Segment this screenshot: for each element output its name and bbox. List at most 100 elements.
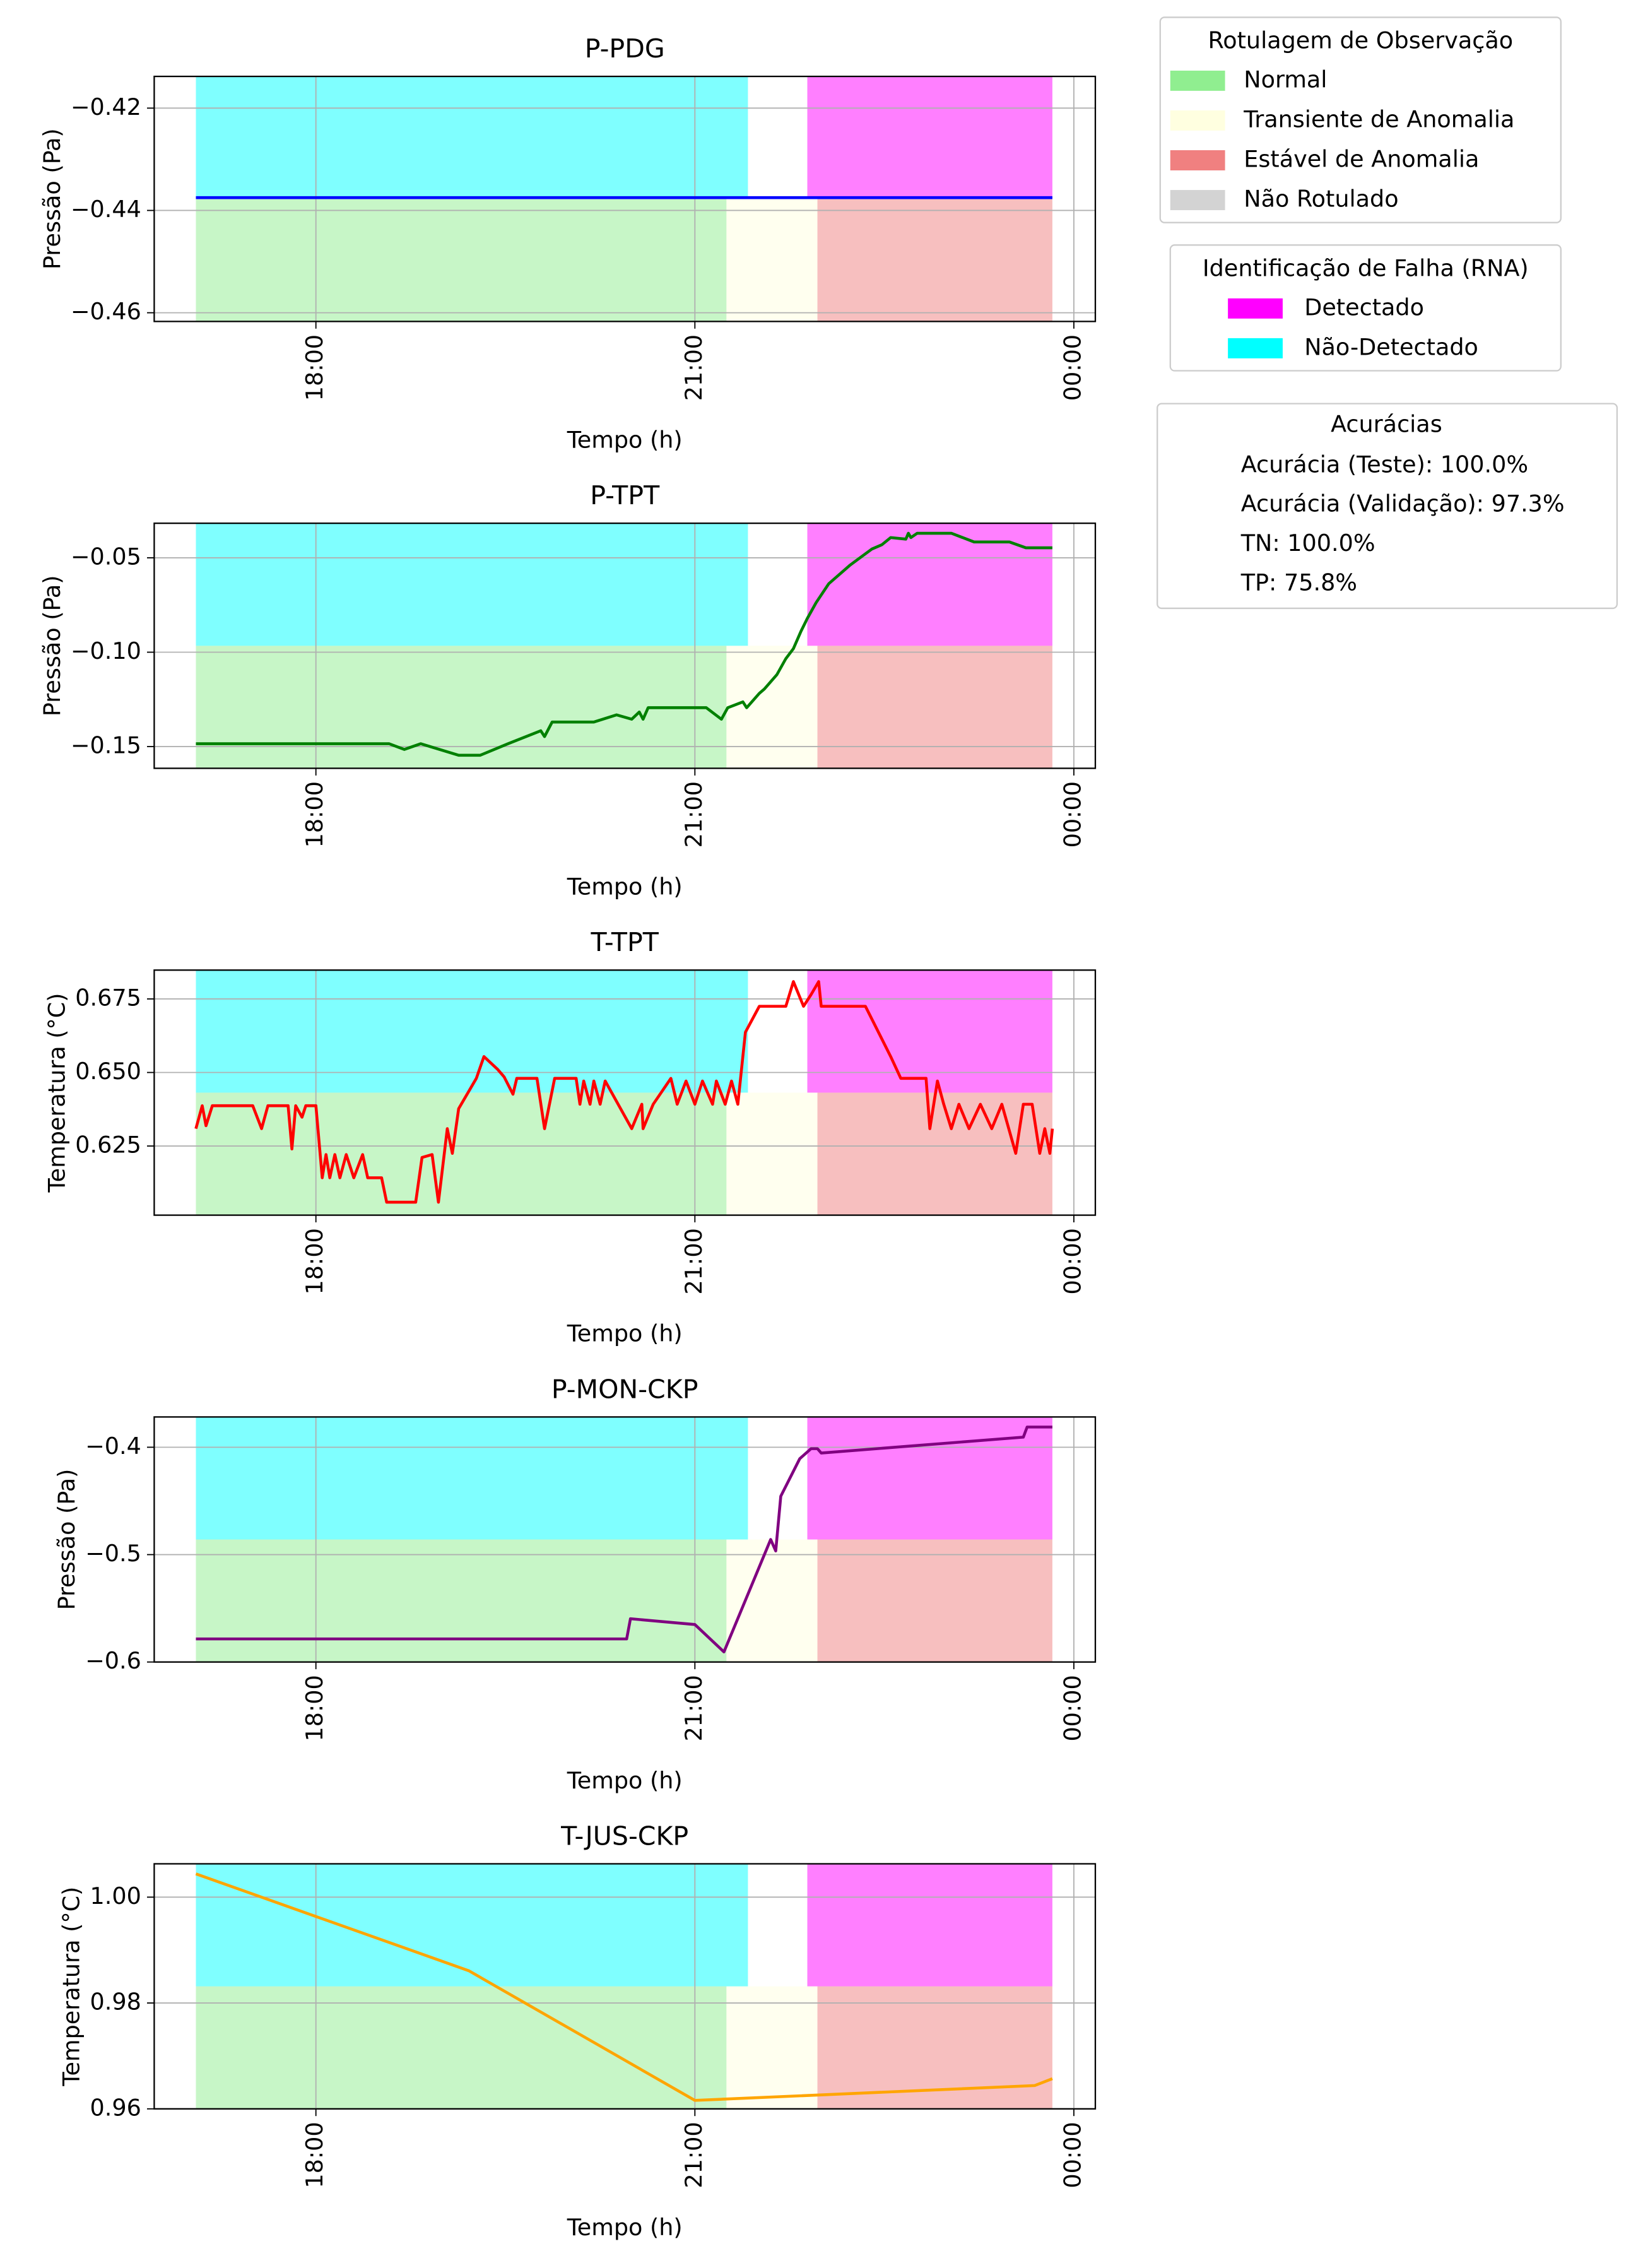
axes-frame [153, 523, 1097, 769]
axes-frame [153, 1416, 1097, 1663]
legend-box [1157, 403, 1618, 610]
span [817, 1986, 1052, 2109]
span [726, 1092, 818, 1215]
span [196, 1417, 748, 1540]
x-tick-label: 21:00 [680, 781, 707, 848]
y-tick-label: −0.46 [71, 298, 141, 325]
subplot-title: T-JUS-CKP [560, 1821, 688, 1851]
y-tick-label: −0.05 [71, 543, 141, 570]
subplot: 18:00 21:00 00:00 −0.42 −0.44 −0.46 P-PDG Tempo… [38, 33, 1097, 453]
legend-label: Estável de Anomalia [1244, 146, 1479, 173]
legend-swatch [1228, 338, 1283, 358]
legend: Identificação de Falha (RNA) Detectado Não… [1169, 244, 1562, 372]
x-tick-label: 21:00 [680, 2122, 707, 2188]
x-tick-label: 00:00 [1059, 1675, 1086, 1741]
span [817, 1092, 1052, 1215]
x-tick-label: 00:00 [1059, 781, 1086, 848]
y-tick-label: 0.96 [90, 2094, 141, 2121]
legend-swatch [1170, 70, 1225, 91]
subplot-title: P-PDG [585, 33, 665, 64]
y-tick-label: 0.675 [75, 984, 141, 1011]
y-tick-label: 0.650 [75, 1058, 141, 1085]
span [196, 1539, 727, 1662]
x-tick-label: 18:00 [301, 1228, 328, 1294]
accuracy-line: TN: 100.0% [1240, 529, 1375, 557]
x-tick-label: 21:00 [680, 1675, 707, 1741]
legend-label: Não-Detectado [1304, 333, 1478, 360]
y-tick-label: −0.42 [71, 93, 141, 121]
x-tick-label: 18:00 [301, 781, 328, 848]
span [817, 199, 1052, 322]
legend-title: Identificação de Falha (RNA) [1203, 255, 1529, 282]
y-tick-label: −0.4 [85, 1432, 141, 1460]
span [817, 1539, 1052, 1662]
y-axis-label: Temperatura (°C) [43, 993, 70, 1193]
span [196, 970, 748, 1093]
y-tick-label: −0.10 [71, 637, 141, 664]
span [807, 1863, 1052, 1987]
y-tick-label: −0.15 [71, 732, 141, 759]
span [726, 1986, 818, 2109]
subplot: 18:00 21:00 00:00 −0.4 −0.5 −0.6 P-MON-CKP Temp… [53, 1374, 1097, 1794]
legend-label: Detectado [1304, 293, 1424, 321]
axes-frame [153, 75, 1097, 322]
x-tick-label: 00:00 [1059, 1228, 1086, 1294]
accuracy-box: Acurácias Acurácia (Teste): 100.0% Acuráci… [1157, 403, 1618, 610]
legend-title: Rotulagem de Observação [1208, 27, 1514, 54]
legend: Rotulagem de Observação Normal Transiente … [1159, 16, 1562, 223]
accuracy-title: Acurácias [1331, 410, 1442, 437]
subplot: 18:00 21:00 00:00 1.00 0.98 0.96 T-JUS-CKP Temp… [58, 1821, 1097, 2241]
span [196, 199, 727, 322]
y-tick-label: −0.44 [71, 196, 141, 223]
legend-box [1159, 16, 1562, 223]
subplot: 18:00 21:00 00:00 0.675 0.650 0.625 T-TPT Tempo… [43, 927, 1097, 1347]
span [196, 1986, 727, 2109]
subplot-title: P-TPT [590, 480, 660, 511]
legend-swatch [1170, 150, 1225, 171]
x-axis-label: Tempo (h) [567, 1320, 683, 1347]
span [807, 523, 1052, 646]
span [726, 1539, 818, 1662]
span [807, 970, 1052, 1093]
span [196, 1863, 748, 1987]
y-tick-label: 1.00 [90, 1882, 141, 1910]
y-tick-label: 0.625 [75, 1131, 141, 1159]
legend-label: Transiente de Anomalia [1243, 105, 1514, 133]
x-axis-label: Tempo (h) [567, 426, 683, 453]
legend-label: Não Rotulado [1244, 186, 1398, 213]
x-tick-label: 00:00 [1059, 2122, 1086, 2188]
span [196, 646, 727, 769]
axes-frame [153, 1863, 1097, 2110]
span [196, 523, 748, 646]
span [817, 646, 1052, 769]
x-tick-label: 21:00 [680, 1228, 707, 1294]
span [196, 1092, 727, 1215]
legend-swatch [1170, 110, 1225, 131]
span [807, 1417, 1052, 1540]
x-axis-label: Tempo (h) [567, 873, 683, 901]
subplot-title: P-MON-CKP [551, 1374, 698, 1404]
x-tick-label: 18:00 [301, 1675, 328, 1741]
span [726, 199, 818, 322]
x-axis-label: Tempo (h) [567, 2214, 683, 2241]
span [726, 646, 818, 769]
accuracy-line: Acurácia (Validação): 97.3% [1241, 490, 1565, 517]
accuracy-line: TP: 75.8% [1240, 569, 1357, 596]
y-tick-label: −0.5 [85, 1540, 141, 1567]
legend-swatch [1170, 190, 1225, 211]
legend-swatch [1228, 298, 1283, 319]
axes-frame [153, 969, 1097, 1216]
span [196, 76, 748, 199]
data-line [194, 980, 1054, 1204]
y-axis-label: Pressão (Pa) [53, 1469, 80, 1610]
y-tick-label: 0.98 [90, 1988, 141, 2016]
x-tick-label: 00:00 [1059, 334, 1086, 401]
x-axis-label: Tempo (h) [567, 1767, 683, 1794]
x-tick-label: 21:00 [680, 334, 707, 401]
accuracy-line: Acurácia (Teste): 100.0% [1241, 451, 1528, 478]
y-tick-label: −0.6 [85, 1647, 141, 1674]
x-tick-label: 18:00 [301, 2122, 328, 2188]
y-axis-label: Temperatura (°C) [58, 1887, 85, 2087]
data-line [196, 531, 1052, 757]
